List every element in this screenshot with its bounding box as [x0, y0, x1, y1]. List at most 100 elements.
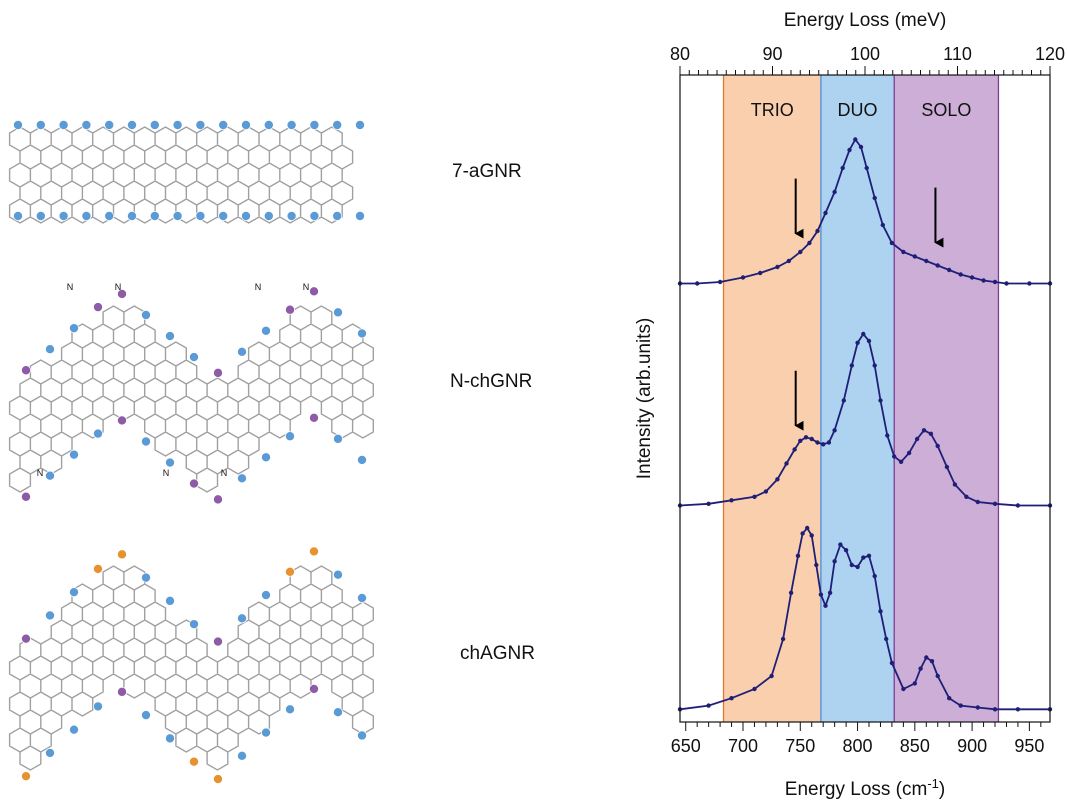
edge-atom-bottom [93, 701, 104, 712]
series-0-point [740, 275, 746, 280]
hydrogen-atom-bottom [149, 210, 160, 221]
series-2-point [975, 705, 980, 710]
nitrogen-label: N [37, 468, 44, 478]
hydrogen-atom-top [149, 120, 160, 131]
x-top-tick-label: 100 [850, 44, 880, 64]
edge-atom-top [212, 636, 223, 647]
series-0-point [847, 147, 852, 153]
hydrogen-atom-bottom [127, 210, 138, 221]
hydrogen-atom-top [218, 120, 229, 131]
carbon-lattice [8, 126, 354, 224]
edge-atom-top [117, 288, 128, 299]
series-1-point [975, 499, 980, 505]
series-0-point [758, 270, 763, 276]
series-0-point [992, 279, 998, 285]
x-bottom-tick-label: 650 [671, 736, 701, 756]
edge-atom-top [284, 566, 295, 577]
edge-atom-top [140, 572, 151, 583]
nitrogen-label: N [67, 282, 74, 292]
series-2-point [795, 553, 801, 558]
series-2-line [679, 526, 1050, 711]
series-2-point [809, 533, 814, 538]
edge-atom-bottom [212, 494, 223, 505]
edge-atom-top [93, 302, 104, 313]
edge-atom-bottom [69, 724, 80, 735]
series-0-point [807, 240, 812, 246]
edge-atom-top [117, 549, 128, 560]
edge-atom-top [140, 309, 151, 320]
series-1-point [826, 440, 832, 445]
edge-atom-top [93, 563, 104, 574]
series-1-point [906, 450, 912, 456]
series-1-point [921, 428, 927, 433]
series-1-point [855, 340, 860, 345]
hydrogen-atom-top [354, 120, 365, 131]
hydrogen-atom-top [58, 120, 69, 131]
edge-atom-top [356, 328, 367, 339]
series-1-point [885, 433, 890, 438]
series-1-point [752, 494, 757, 499]
edge-atom-top [20, 365, 31, 376]
edge-atom-bottom [140, 436, 151, 447]
edge-atom-top [188, 619, 199, 630]
hydrogen-atom-bottom [35, 210, 46, 221]
series-0-point [798, 249, 803, 255]
edge-atom-top [356, 592, 367, 603]
hydrogen-atom-bottom [12, 210, 23, 221]
hydrogen-atom-top [127, 120, 138, 131]
series-0-point [981, 278, 986, 283]
series-1-point [821, 442, 826, 447]
series-2-point [823, 603, 828, 608]
series-2 [677, 525, 1053, 712]
edge-atom-top [212, 367, 223, 378]
x-top-tick-label: 90 [762, 44, 782, 64]
edge-atom-bottom [332, 707, 343, 718]
x-axis-top: 80 90 100 110 120 [670, 44, 1065, 75]
hydrogen-atom-top [35, 120, 46, 131]
hydrogen-atom-bottom [172, 210, 183, 221]
series-2-point [706, 703, 711, 708]
series-2-point [901, 686, 906, 692]
hydrogen-atom-top [332, 120, 343, 131]
series-1-point [775, 477, 780, 482]
series-2-point [855, 564, 860, 570]
edge-atom-top [188, 352, 199, 363]
series-2-point [818, 592, 824, 597]
edge-atom-bottom [93, 428, 104, 439]
series-0-point [924, 258, 929, 264]
edge-atom-top [69, 587, 80, 598]
carbon-lattice [8, 305, 374, 493]
series-2-point [800, 531, 805, 536]
series-0-point [889, 240, 895, 246]
series-2-point [769, 673, 774, 679]
region-trio [723, 75, 821, 722]
edge-atom-bottom [260, 727, 271, 738]
edge-atom-bottom [260, 452, 271, 463]
x-axis-bottom-label-suffix: ) [939, 779, 945, 800]
x-axis-bottom-label-prefix: Energy Loss (cm [785, 779, 928, 800]
edge-atom-bottom [236, 750, 247, 761]
edge-atom-bottom [188, 756, 199, 767]
hydrogen-atom-bottom [332, 210, 343, 221]
series-1-point [952, 482, 958, 487]
x-bottom-tick-label: 900 [957, 736, 987, 756]
arrow-annotations [794, 178, 944, 431]
series-2-point [788, 590, 794, 595]
series-1-point [841, 398, 846, 403]
edge-atom-bottom [356, 454, 367, 465]
edge-atom-bottom [164, 733, 175, 744]
edge-atom-top [260, 325, 271, 336]
series-0-point [912, 254, 917, 259]
series-1-point [784, 461, 789, 466]
series-1-point [914, 436, 920, 442]
hydrogen-atom-top [195, 120, 206, 131]
hydrogen-atom-bottom [58, 210, 69, 221]
ribbon-chagnr [8, 546, 374, 785]
edge-atom-bottom [308, 683, 319, 694]
ribbon-7agnr [8, 120, 365, 224]
series-2-point [889, 660, 895, 666]
series-0-point [840, 165, 845, 171]
nitrogen-label: N [163, 468, 170, 478]
edge-atom-bottom [140, 710, 151, 721]
